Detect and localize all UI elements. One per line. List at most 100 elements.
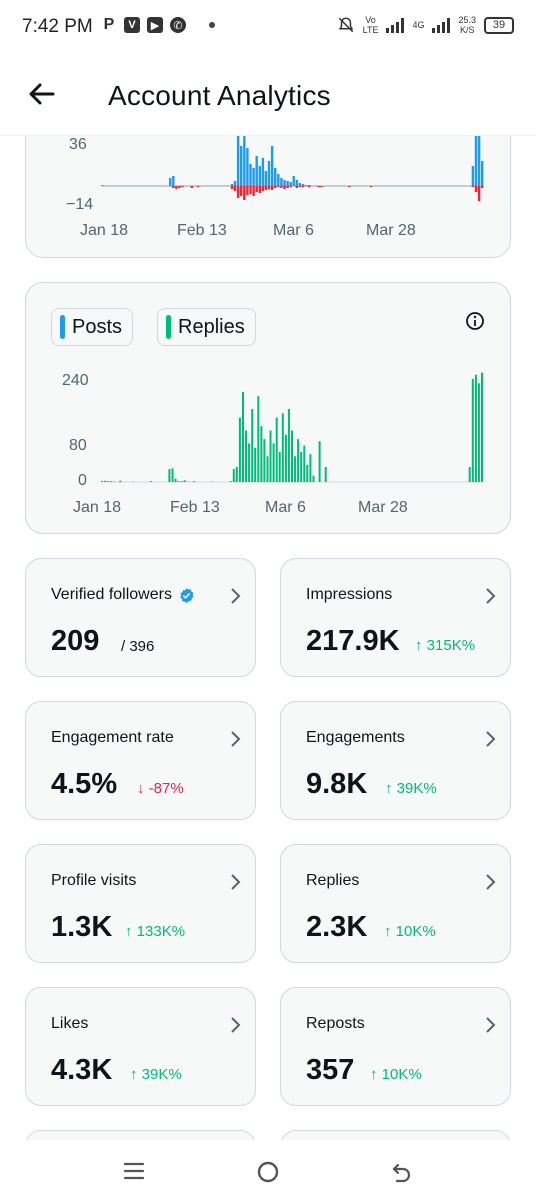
replies-bar: [110, 481, 113, 482]
stat-value: 209: [51, 625, 100, 657]
replies-bar: [107, 481, 110, 482]
negative-bar: [240, 186, 243, 196]
negative-bar: [246, 186, 249, 195]
stat-change: ↓ -87%: [137, 780, 184, 797]
replies-bar: [287, 409, 290, 482]
chevron-right-icon: [486, 1017, 496, 1033]
stat-label: Replies: [306, 872, 360, 889]
replies-bar: [312, 475, 315, 482]
back-arrow-icon[interactable]: [390, 1160, 414, 1184]
y-tick-label: 80: [69, 437, 87, 454]
replies-bar: [306, 464, 309, 482]
positive-bar: [286, 181, 289, 186]
back-arrow-icon[interactable]: [26, 78, 58, 110]
negative-bar: [277, 186, 280, 187]
positive-bar: [233, 181, 237, 186]
positive-bar: [101, 185, 104, 186]
legend-posts-toggle[interactable]: Posts: [51, 308, 134, 346]
positive-bar: [172, 176, 175, 186]
replies-card[interactable]: Replies 2.3K ↑ 10K%: [280, 844, 511, 963]
negative-bar: [243, 186, 246, 200]
negative-bar: [264, 186, 268, 190]
chevron-right-icon: [231, 731, 241, 747]
replies-bar: [260, 426, 263, 482]
negative-bar: [261, 186, 265, 191]
negative-bar: [369, 186, 373, 187]
replies-bar: [474, 374, 477, 482]
positive-bar: [277, 174, 280, 186]
engagement-rate-card[interactable]: Engagement rate 4.5% ↓ -87%: [25, 701, 256, 820]
replies-bar: [300, 452, 303, 482]
negative-bar: [258, 186, 261, 193]
verified-followers-card[interactable]: Verified followers 209 / 396: [25, 558, 256, 677]
replies-bar: [272, 443, 275, 482]
replies-bar: [101, 481, 103, 482]
positive-bar: [267, 161, 271, 186]
replies-bar: [104, 480, 107, 482]
positive-bar: [477, 126, 481, 186]
info-icon[interactable]: [465, 311, 485, 331]
battery-icon: 39: [484, 16, 514, 34]
stat-change: ↑ 10K%: [370, 1066, 422, 1083]
positive-bar: [255, 156, 258, 186]
replies-bar: [254, 447, 257, 482]
negative-bar: [286, 186, 289, 188]
menu-icon[interactable]: [123, 1160, 145, 1182]
legend-replies-toggle[interactable]: Replies: [157, 308, 256, 346]
replies-bar: [232, 469, 235, 482]
likes-card[interactable]: Likes 4.3K ↑ 39K%: [25, 987, 256, 1106]
replies-bar: [481, 372, 483, 482]
replies-bar: [318, 441, 321, 482]
negative-bar: [230, 186, 234, 189]
positive-bar: [308, 185, 311, 186]
chevron-right-icon: [486, 731, 496, 747]
system-nav-bar: [0, 1140, 536, 1200]
replies-bar: [269, 430, 272, 482]
replies-bar: [297, 439, 300, 482]
negative-bar: [317, 186, 320, 187]
whatsapp-icon: ✆: [170, 17, 186, 33]
replies-bar: [171, 468, 174, 482]
chevron-right-icon: [231, 1017, 241, 1033]
positive-bar: [236, 126, 240, 186]
legend-replies-label: Replies: [178, 315, 245, 338]
negative-bar: [190, 186, 193, 188]
replies-bar: [180, 481, 183, 482]
reposts-card[interactable]: Reposts 357 ↑ 10K%: [280, 987, 511, 1106]
negative-bar: [181, 186, 184, 187]
x-tick-label: Feb 13: [177, 222, 227, 239]
negative-bar: [267, 186, 271, 189]
negative-bar: [280, 186, 283, 188]
engagements-card[interactable]: Engagements 9.8K ↑ 39K%: [280, 701, 511, 820]
x-tick-label: Mar 28: [358, 499, 408, 516]
positive-bar: [243, 131, 246, 186]
negative-bar: [236, 186, 240, 198]
negative-bar: [308, 186, 311, 187]
profile-visits-card[interactable]: Profile visits 1.3K ↑ 133K%: [25, 844, 256, 963]
x-tick-label: Feb 13: [170, 499, 220, 516]
positive-bar: [252, 168, 255, 186]
positive-bar: [301, 184, 305, 186]
chevron-right-icon: [486, 588, 496, 604]
stat-value: 357: [306, 1054, 355, 1086]
home-circle-icon[interactable]: [256, 1160, 280, 1184]
replies-bar: [248, 443, 251, 482]
replies-bar: [278, 452, 281, 482]
replies-bar: [245, 430, 247, 482]
positive-bar: [280, 178, 283, 186]
positive-bar: [292, 176, 295, 186]
replies-bar: [281, 413, 284, 482]
stat-label: Verified followers: [51, 586, 195, 604]
negative-bar: [348, 186, 351, 187]
negative-bar: [196, 186, 200, 187]
signal-2-icon: [432, 17, 451, 33]
youtube-icon: ▶: [147, 17, 163, 33]
positive-bar: [169, 178, 172, 186]
stat-label: Reposts: [306, 1015, 365, 1032]
status-bar: 7:42 PM P V ▶ ✆ Vo LTE 4G 25.3 K/S 39: [0, 0, 536, 56]
negative-bar: [252, 186, 255, 196]
impressions-card[interactable]: Impressions 217.9K ↑ 315K%: [280, 558, 511, 677]
positive-bar: [264, 171, 268, 186]
negative-bar: [474, 186, 478, 192]
signal-1-icon: [386, 17, 405, 33]
